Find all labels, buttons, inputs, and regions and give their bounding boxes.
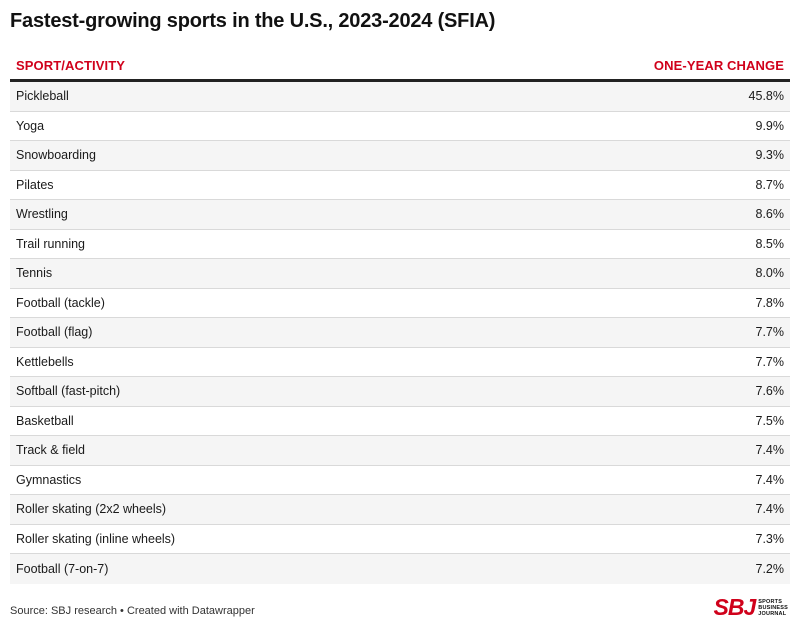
cell-change: 7.4% (755, 443, 785, 458)
cell-sport: Football (7-on-7) (16, 561, 109, 576)
table-row: Football (7-on-7) 7.2% (10, 554, 790, 584)
table-row: Snowboarding 9.3% (10, 141, 790, 171)
table-row: Roller skating (inline wheels) 7.3% (10, 524, 790, 554)
column-header-sport: SPORT/ACTIVITY (16, 58, 126, 73)
chart-title: Fastest-growing sports in the U.S., 2023… (10, 10, 496, 32)
cell-sport: Roller skating (inline wheels) (16, 531, 176, 546)
cell-change: 7.3% (755, 531, 785, 546)
cell-change: 7.2% (755, 561, 785, 576)
cell-sport: Roller skating (2x2 wheels) (16, 502, 167, 517)
cell-change: 7.6% (755, 384, 785, 399)
cell-sport: Basketball (16, 413, 74, 428)
cell-sport: Snowboarding (16, 148, 96, 163)
table-row: Yoga 9.9% (10, 111, 790, 141)
table-row: Track & field 7.4% (10, 436, 790, 466)
table-body: Pickleball 45.8% Yoga 9.9% Snowboarding 9.3% P… (10, 82, 790, 584)
logo-line: BUSINESS (758, 604, 788, 611)
cell-sport: Track & field (16, 443, 86, 458)
cell-change: 9.9% (755, 118, 785, 133)
cell-change: 9.3% (755, 148, 785, 163)
table-row: Wrestling 8.6% (10, 200, 790, 230)
cell-change: 7.7% (755, 354, 785, 369)
cell-sport: Yoga (16, 118, 45, 133)
cell-change: 8.7% (755, 177, 785, 192)
table-row: Trail running 8.5% (10, 229, 790, 259)
cell-change: 8.5% (755, 236, 785, 251)
data-table: SPORT/ACTIVITY ONE-YEAR CHANGE Picklebal… (10, 52, 790, 584)
cell-sport: Football (flag) (16, 325, 93, 340)
cell-sport: Gymnastics (16, 472, 82, 487)
table-row: Football (tackle) 7.8% (10, 288, 790, 318)
logo-wordmark: SPORTS BUSINESS JOURNAL (758, 599, 788, 617)
table-row: Pickleball 45.8% (10, 82, 790, 112)
cell-sport: Tennis (16, 266, 53, 281)
table-row: Kettlebells 7.7% (10, 347, 790, 377)
cell-change: 8.0% (755, 266, 785, 281)
table-row: Tennis 8.0% (10, 259, 790, 289)
logo-line: JOURNAL (758, 610, 787, 617)
cell-sport: Softball (fast-pitch) (16, 384, 121, 399)
table-row: Roller skating (2x2 wheels) 7.4% (10, 495, 790, 525)
cell-change: 7.4% (755, 472, 785, 487)
source-note: Source: SBJ research • Created with Data… (10, 605, 255, 617)
cell-sport: Pilates (16, 177, 54, 192)
table-row: Softball (fast-pitch) 7.6% (10, 377, 790, 407)
cell-change: 7.5% (755, 413, 785, 428)
cell-change: 7.8% (755, 295, 785, 310)
cell-sport: Wrestling (16, 207, 68, 222)
table-row: Basketball 7.5% (10, 406, 790, 436)
column-header-change: ONE-YEAR CHANGE (653, 58, 784, 73)
logo-mark: SBJ (713, 594, 757, 620)
cell-sport: Football (tackle) (16, 295, 105, 310)
cell-change: 7.7% (755, 325, 785, 340)
table-header: SPORT/ACTIVITY ONE-YEAR CHANGE (10, 52, 790, 82)
cell-sport: Kettlebells (16, 354, 74, 369)
cell-sport: Trail running (16, 236, 86, 251)
cell-change: 7.4% (755, 502, 785, 517)
logo-line: SPORTS (758, 598, 783, 605)
table-row: Football (flag) 7.7% (10, 318, 790, 348)
table-row: Pilates 8.7% (10, 170, 790, 200)
table-row: Gymnastics 7.4% (10, 465, 790, 495)
cell-change: 45.8% (748, 89, 784, 104)
cell-sport: Pickleball (16, 89, 69, 104)
cell-change: 8.6% (755, 207, 785, 222)
sbj-logo: SBJ SPORTS BUSINESS JOURNAL (714, 596, 788, 619)
